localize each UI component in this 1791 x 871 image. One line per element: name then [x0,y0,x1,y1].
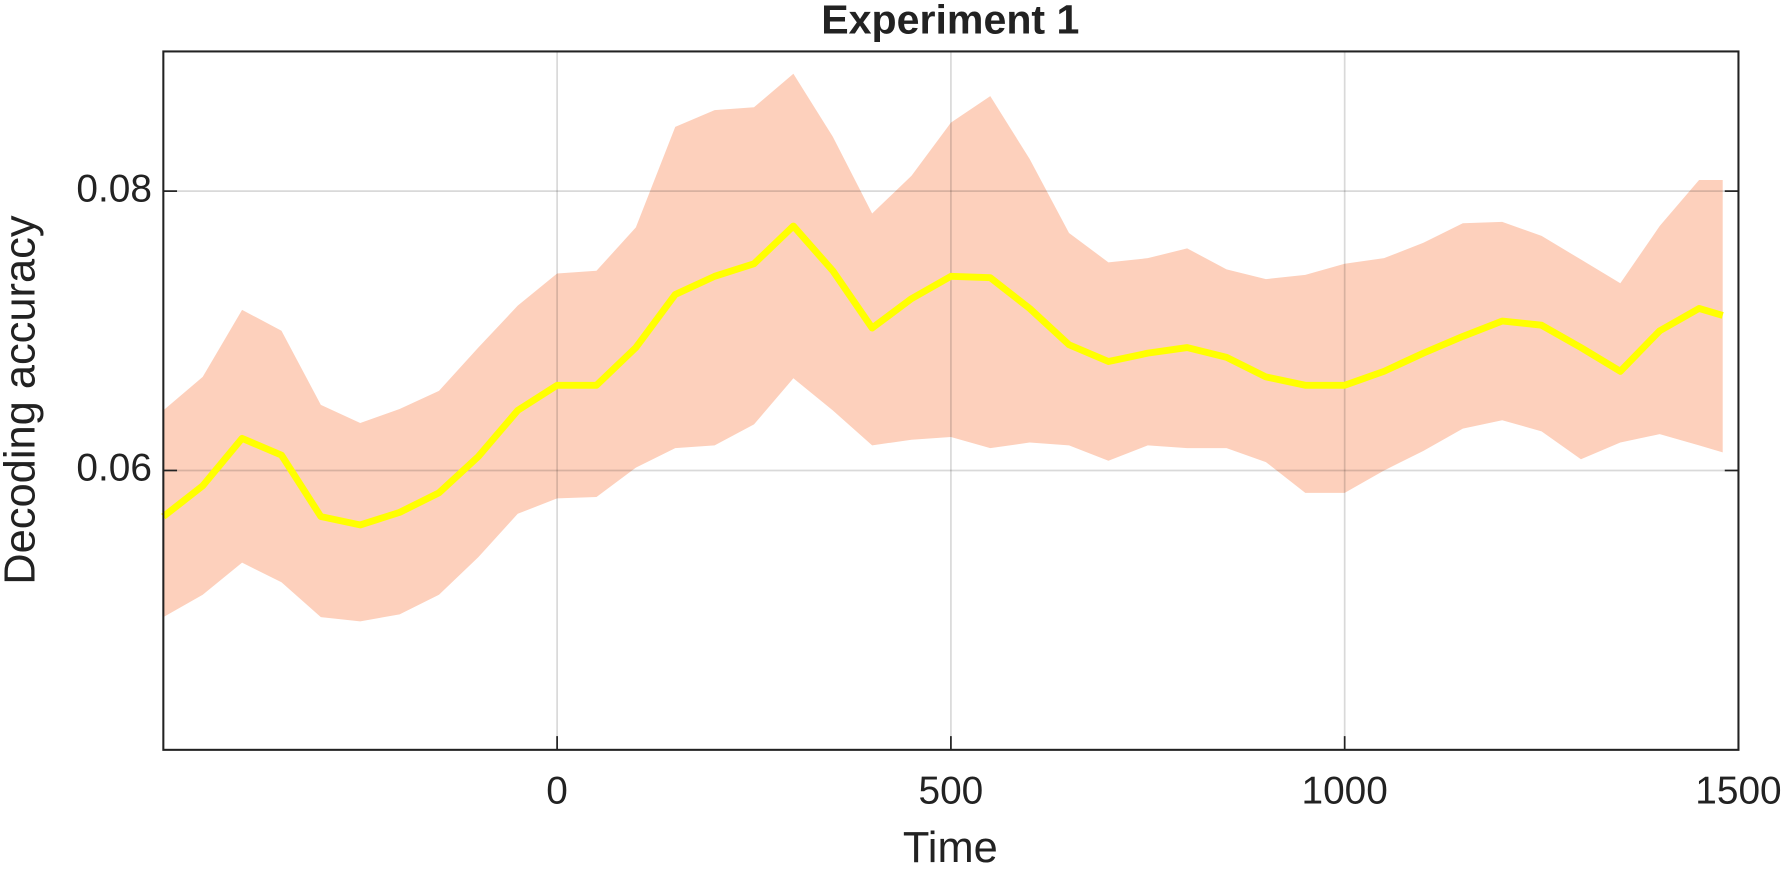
x-tick-label: 0 [546,770,568,813]
y-tick-label: 0.08 [76,167,152,210]
chart-title: Experiment 1 [821,0,1079,43]
x-tick-label: 1500 [1695,770,1781,813]
y-axis-label: Decoding accuracy [0,215,44,585]
x-tick-label: 1000 [1301,770,1387,813]
x-axis-label: Time [903,824,998,871]
x-tick-label: 500 [919,770,984,813]
confidence-band [163,73,1723,622]
line [161,222,1724,529]
y-tick-label: 0.06 [76,447,152,490]
plot-frame [162,50,1740,751]
